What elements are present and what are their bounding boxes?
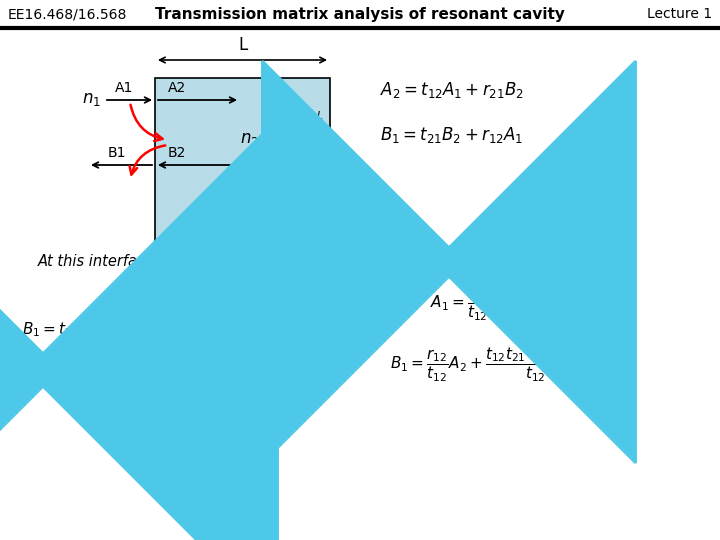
Text: $B_1 = t_{21}B_2 + r_{12}A_1$: $B_1 = t_{21}B_2 + r_{12}A_1$ xyxy=(380,125,523,145)
Text: $B_1 = t_{21}A_2 + r_{12}A_1$: $B_1 = t_{21}A_2 + r_{12}A_1$ xyxy=(22,321,153,339)
Text: $A_2 = t_{12}A_1 + r_{21}B_2$: $A_2 = t_{12}A_1 + r_{21}B_2$ xyxy=(218,253,350,271)
Text: L: L xyxy=(238,36,247,54)
FancyArrowPatch shape xyxy=(0,120,277,540)
Text: A1: A1 xyxy=(115,81,133,95)
Text: B2: B2 xyxy=(168,146,186,160)
FancyArrowPatch shape xyxy=(130,105,163,141)
Text: $A_2 = t_{12}A_1 + r_{21}B_2$: $A_2 = t_{12}A_1 + r_{21}B_2$ xyxy=(380,80,524,100)
Text: B1: B1 xyxy=(108,146,127,160)
Bar xyxy=(155,78,330,245)
Text: $B_1 = \dfrac{r_{12}}{t_{12}}A_2 + \dfrac{t_{12}t_{21} - r_{12}r_{21}}{t_{12}}B_: $B_1 = \dfrac{r_{12}}{t_{12}}A_2 + \dfra… xyxy=(390,346,604,384)
Text: EE16.468/16.568: EE16.468/16.568 xyxy=(8,7,127,21)
Text: $B_1 = t_{21}B_2 + r_{12}\!\left(\dfrac{1}{t_{12}}A_2 - \dfrac{r_{21}}{t_{12}}B_: $B_1 = t_{21}B_2 + r_{12}\!\left(\dfrac{… xyxy=(78,374,306,410)
Text: Transmission matrix analysis of resonant cavity: Transmission matrix analysis of resonant… xyxy=(155,6,565,22)
Text: Lecture 1: Lecture 1 xyxy=(647,7,712,21)
Text: At this interface: At this interface xyxy=(38,254,155,269)
Text: A2: A2 xyxy=(168,81,186,95)
FancyArrowPatch shape xyxy=(263,62,635,462)
Text: $n_2$: $n_2$ xyxy=(240,132,258,148)
Text: $e^{ikn_2L}$: $e^{ikn_2L}$ xyxy=(285,111,323,130)
FancyArrowPatch shape xyxy=(130,145,166,174)
Text: $A_1 = \dfrac{1}{t_{12}}A_2 - \dfrac{r_{21}}{t_{12}} B_2$: $A_1 = \dfrac{1}{t_{12}}A_2 - \dfrac{r_{… xyxy=(430,287,566,323)
Text: $n_1$: $n_1$ xyxy=(82,91,101,109)
Text: $A_2 - r_{21}B_2 = t_{12}A_1$: $A_2 - r_{21}B_2 = t_{12}A_1$ xyxy=(475,253,607,271)
